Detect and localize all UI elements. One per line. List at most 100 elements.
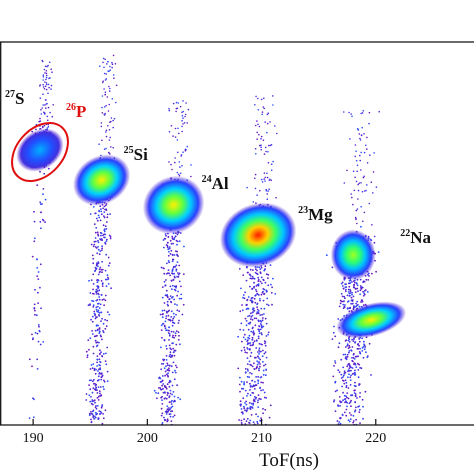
event-dot xyxy=(246,368,249,371)
event-dot xyxy=(258,325,261,328)
event-dot xyxy=(354,409,357,412)
event-dot xyxy=(263,313,265,315)
event-dot xyxy=(368,202,371,205)
event-dot xyxy=(93,243,96,246)
event-dot xyxy=(113,117,116,120)
event-dot xyxy=(257,415,259,418)
event-dot xyxy=(266,172,268,175)
event-dot xyxy=(91,391,94,394)
event-dot xyxy=(251,365,254,368)
event-dot xyxy=(94,401,96,404)
event-dot xyxy=(252,330,255,333)
event-dot xyxy=(158,377,160,379)
event-dot xyxy=(247,328,250,331)
event-dot xyxy=(170,249,173,252)
event-dot xyxy=(342,366,345,369)
event-dot xyxy=(162,322,164,325)
event-dot xyxy=(165,329,168,332)
event-dot xyxy=(263,97,265,99)
event-dot xyxy=(248,360,251,363)
cluster-core xyxy=(16,128,64,172)
event-dot xyxy=(179,398,182,401)
event-dot xyxy=(254,301,257,304)
event-dot xyxy=(349,379,352,381)
event-dot xyxy=(90,418,92,421)
event-dot xyxy=(33,220,36,223)
event-dot xyxy=(168,333,171,335)
event-dot xyxy=(112,74,115,76)
event-dot xyxy=(173,298,176,301)
event-dot xyxy=(332,331,335,334)
event-dot xyxy=(104,236,106,239)
event-dot xyxy=(338,342,341,345)
event-dot xyxy=(33,240,36,243)
event-dot xyxy=(261,333,263,336)
event-dot xyxy=(347,363,349,366)
event-dot xyxy=(356,304,358,307)
event-dot xyxy=(97,386,100,388)
event-dot xyxy=(181,125,183,128)
event-dot xyxy=(103,298,105,301)
event-dot xyxy=(343,411,346,414)
event-dot xyxy=(266,193,269,195)
event-dot xyxy=(357,189,360,192)
event-dot xyxy=(347,419,350,422)
event-dot xyxy=(344,353,347,356)
event-dot xyxy=(102,353,105,355)
event-dot xyxy=(175,269,178,272)
event-dot xyxy=(167,310,170,313)
event-dot xyxy=(173,378,176,381)
event-dot xyxy=(174,364,177,367)
event-dot xyxy=(341,295,344,298)
event-dot xyxy=(269,144,272,147)
event-dot xyxy=(100,234,102,237)
event-dot xyxy=(349,376,352,379)
event-dot xyxy=(243,405,245,408)
event-dot xyxy=(256,363,259,366)
event-dot xyxy=(348,420,351,423)
event-dot xyxy=(47,83,50,86)
event-dot xyxy=(42,86,45,88)
event-dot xyxy=(98,216,101,219)
event-dot xyxy=(168,344,171,347)
event-dot xyxy=(249,277,252,280)
event-dot xyxy=(251,311,254,314)
event-dot xyxy=(352,421,354,424)
event-dot xyxy=(94,270,96,272)
event-dot xyxy=(160,324,163,327)
event-dot xyxy=(241,387,243,390)
event-dot xyxy=(254,294,257,297)
event-dot xyxy=(252,341,255,344)
event-dot xyxy=(100,232,103,235)
event-dot xyxy=(349,294,351,297)
event-dot xyxy=(336,420,339,422)
event-dot xyxy=(334,335,337,338)
event-dot xyxy=(364,390,367,393)
event-dot xyxy=(252,277,255,280)
event-dot xyxy=(361,112,364,114)
event-dot xyxy=(44,104,46,106)
event-dot xyxy=(178,297,181,300)
event-dot xyxy=(352,295,355,298)
event-dot xyxy=(179,172,182,175)
event-dot xyxy=(253,297,256,300)
event-dot xyxy=(42,188,45,190)
event-dot xyxy=(90,318,92,321)
event-dot xyxy=(33,210,35,213)
event-dot xyxy=(99,386,102,388)
event-dot xyxy=(96,279,98,281)
event-dot xyxy=(252,343,255,346)
event-dot xyxy=(363,292,366,295)
event-dot xyxy=(342,307,345,309)
event-dot xyxy=(105,129,108,132)
event-dot xyxy=(166,364,169,367)
event-dot xyxy=(340,292,343,295)
event-dot xyxy=(166,246,169,249)
event-dot xyxy=(270,169,273,171)
event-dot xyxy=(161,412,164,415)
event-dot xyxy=(241,304,243,306)
event-dot xyxy=(165,234,167,237)
event-dot xyxy=(101,247,103,250)
event-dot xyxy=(92,292,94,295)
event-dot xyxy=(172,135,174,137)
